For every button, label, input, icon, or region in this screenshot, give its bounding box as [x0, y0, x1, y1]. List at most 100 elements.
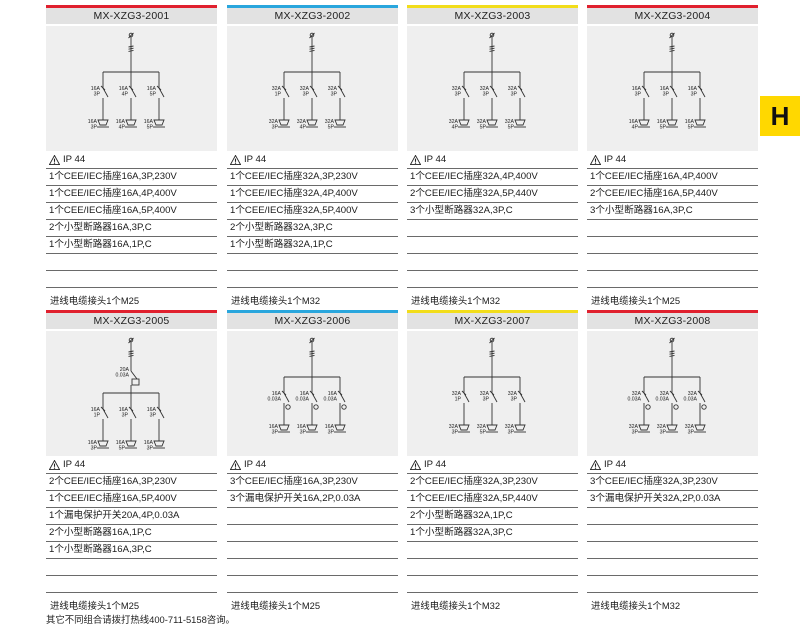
- ip-rating: IP 44: [244, 459, 267, 470]
- breaker-label: 16A 0.03A: [267, 391, 281, 402]
- socket-label: 32A 5P: [325, 119, 335, 130]
- socket-label: 16A 4P: [116, 119, 126, 130]
- breaker-label: 16A 3P: [660, 86, 670, 97]
- spec-row: 1个CEE/IEC插座32A,3P,230V: [227, 169, 398, 186]
- spec-row: [587, 559, 758, 576]
- spec-row: [587, 525, 758, 542]
- spec-row: [46, 254, 217, 271]
- spec-list: IP 44 1个CEE/IEC插座16A,3P,230V 1个CEE/IEC插座16…: [46, 152, 217, 288]
- product-card: MX-XZG3-2007 32A 1P 32A 3P 32A 3P 32A 5P 32A 3P 32A…: [407, 310, 578, 612]
- spec-row: [227, 542, 398, 559]
- product-card: MX-XZG3-2005 20A 0.03A 16A 1P 16A 3P 16A 3P 16A 5P…: [46, 310, 217, 612]
- section-tab: H: [760, 96, 800, 136]
- spec-row: 1个CEE/IEC插座16A,3P,230V: [46, 169, 217, 186]
- breaker-label: 32A 0.03A: [655, 391, 669, 402]
- warning-icon: [49, 155, 60, 165]
- spec-row: 2个CEE/IEC插座32A,3P,230V: [407, 474, 578, 491]
- spec-list: IP 44 3个CEE/IEC插座16A,3P,230V 3个漏电保护开关16A,2…: [227, 457, 398, 593]
- socket-label: 32A 4P: [449, 119, 459, 130]
- spec-row: 1个CEE/IEC插座32A,4P,400V: [227, 186, 398, 203]
- spec-row: 1个小型断路器32A,1P,C: [227, 237, 398, 254]
- wiring-diagram: 32A 1P 32A 3P 32A 3P 32A 5P 32A 3P 32A 3P: [449, 337, 526, 435]
- spec-row: [407, 220, 578, 237]
- ip-rating: IP 44: [244, 154, 267, 165]
- socket-label: 16A 3P: [297, 424, 307, 435]
- diagram-panel: 32A 3P 32A 4P 32A 3P 32A 5P 32A 3P 32A 5P: [407, 26, 578, 151]
- ip-rating: IP 44: [604, 154, 627, 165]
- accent-bar: [46, 310, 217, 313]
- bottom-note: 其它不同组合请拨打热线400-711-5158咨询。: [46, 614, 235, 625]
- spec-row: [227, 271, 398, 288]
- breaker-label: 32A 3P: [508, 391, 518, 402]
- breaker-label: 16A 3P: [632, 86, 642, 97]
- socket-label: 32A 5P: [477, 424, 487, 435]
- spec-row: [407, 237, 578, 254]
- spec-row: 1个CEE/IEC插座32A,5P,400V: [227, 203, 398, 220]
- spec-list: IP 44 2个CEE/IEC插座32A,3P,230V 1个CEE/IEC插座32…: [407, 457, 578, 593]
- breaker-label: 32A 1P: [452, 391, 462, 402]
- product-card: MX-XZG3-2008 32A 0.03A 32A 3P 32A 0.03A 32A 3P 32…: [587, 310, 758, 612]
- breaker-label: 32A 0.03A: [683, 391, 697, 402]
- spec-row: 3个小型断路器32A,3P,C: [407, 203, 578, 220]
- ip-rating-row: IP 44: [587, 457, 758, 474]
- card-title: MX-XZG3-2007: [407, 313, 578, 329]
- wiring-diagram: 20A 0.03A 16A 1P 16A 3P 16A 3P 16A 5P 16A 3P 16A 3P: [88, 337, 165, 451]
- socket-label: 32A 5P: [505, 119, 515, 130]
- spec-row: 3个小型断路器16A,3P,C: [587, 203, 758, 220]
- spec-row: 1个小型断路器16A,1P,C: [46, 237, 217, 254]
- spec-row: 1个CEE/IEC插座16A,4P,400V: [46, 186, 217, 203]
- spec-row: [587, 220, 758, 237]
- product-card: MX-XZG3-2001 16A 3P 16A 3P 16A 4P 16A 4P 16A 5P 16A…: [46, 5, 217, 307]
- socket-label: 16A 3P: [144, 440, 154, 451]
- spec-row: 1个CEE/IEC插座32A,5P,440V: [407, 491, 578, 508]
- accent-bar: [227, 310, 398, 313]
- spec-row: [587, 271, 758, 288]
- breaker-label: 32A 3P: [300, 86, 310, 97]
- accent-bar: [407, 5, 578, 8]
- breaker-label: 32A 1P: [272, 86, 282, 97]
- cable-gland-note: 进线电缆接头1个M25: [591, 295, 681, 306]
- socket-label: 16A 5P: [685, 119, 695, 130]
- breaker-label: 16A 0.03A: [295, 391, 309, 402]
- ip-rating: IP 44: [63, 459, 86, 470]
- ip-rating-row: IP 44: [587, 152, 758, 169]
- spec-row: [46, 559, 217, 576]
- socket-label: 16A 3P: [325, 424, 335, 435]
- spec-list: IP 44 1个CEE/IEC插座32A,4P,400V 2个CEE/IEC插座32…: [407, 152, 578, 288]
- section-letter: H: [770, 100, 790, 131]
- breaker-label: 32A 3P: [452, 86, 462, 97]
- socket-label: 32A 3P: [657, 424, 667, 435]
- socket-label: 16A 5P: [116, 440, 126, 451]
- cable-gland-note: 进线电缆接头1个M32: [411, 295, 501, 306]
- ip-rating: IP 44: [424, 459, 447, 470]
- warning-icon: [49, 460, 60, 470]
- ip-rating-row: IP 44: [407, 457, 578, 474]
- wiring-diagram: 16A 3P 16A 3P 16A 4P 16A 4P 16A 5P 16A 5P: [88, 32, 165, 130]
- spec-row: [407, 542, 578, 559]
- accent-bar: [587, 310, 758, 313]
- main-rcd-label: 20A 0.03A: [115, 367, 129, 378]
- warning-icon: [590, 155, 601, 165]
- socket-label: 16A 4P: [629, 119, 639, 130]
- spec-row: [227, 254, 398, 271]
- spec-row: 1个小型断路器16A,3P,C: [46, 542, 217, 559]
- cable-gland-note: 进线电缆接头1个M25: [50, 295, 140, 306]
- ip-rating-row: IP 44: [227, 152, 398, 169]
- spec-row: 1个CEE/IEC插座32A,4P,400V: [407, 169, 578, 186]
- spec-row: 1个小型断路器32A,3P,C: [407, 525, 578, 542]
- product-card: MX-XZG3-2006 16A 0.03A 16A 3P 16A 0.03A 16A 3P 16…: [227, 310, 398, 612]
- ip-rating-row: IP 44: [407, 152, 578, 169]
- accent-bar: [227, 5, 398, 8]
- spec-row: 3个漏电保护开关16A,2P,0.03A: [227, 491, 398, 508]
- socket-label: 16A 3P: [88, 119, 98, 130]
- wiring-diagram: 32A 0.03A 32A 3P 32A 0.03A 32A 3P 32A 0.03A 32A 3P: [627, 337, 707, 435]
- spec-row: [227, 508, 398, 525]
- ip-rating-row: IP 44: [227, 457, 398, 474]
- spec-row: [407, 559, 578, 576]
- breaker-label: 16A 5P: [147, 86, 157, 97]
- spec-row: 3个漏电保护开关32A,2P,0.03A: [587, 491, 758, 508]
- wiring-diagram: 32A 3P 32A 4P 32A 3P 32A 5P 32A 3P 32A 5P: [449, 32, 526, 130]
- cable-gland-note: 进线电缆接头1个M32: [591, 600, 681, 611]
- spec-list: IP 44 3个CEE/IEC插座32A,3P,230V 3个漏电保护开关32A,2…: [587, 457, 758, 593]
- spec-row: [587, 576, 758, 593]
